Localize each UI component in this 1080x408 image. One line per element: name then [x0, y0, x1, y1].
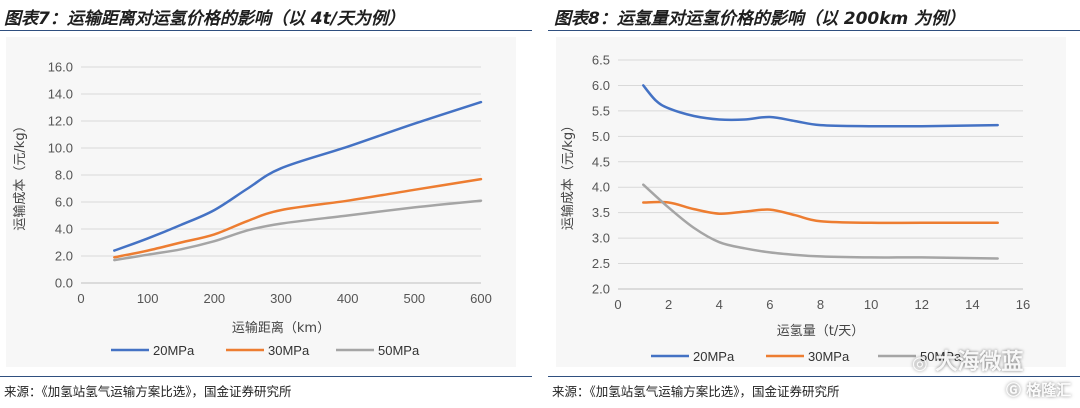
- x-tick-label: 200: [203, 291, 225, 306]
- right-title-rule: [548, 30, 1080, 31]
- right-chart-area: 2.0 2.5 3.0 3.5 4.0 4.5 5.0 5.5 6.0 6.5 0 2 4 6 8 10 12 1…: [556, 37, 1066, 367]
- y-tick-label: 2.5: [592, 256, 610, 271]
- right-source-note: 来源：《加氢站氢气运输方案比选》，国金证券研究所: [552, 384, 840, 399]
- y-tick-label: 5.5: [592, 103, 610, 118]
- y-tick-label: 2.0: [55, 249, 73, 264]
- left-title-rule: [0, 30, 532, 31]
- series-line-30MPa: [642, 200, 999, 225]
- x-tick-label: 10: [864, 297, 878, 312]
- legend-label-20MPa: 20MPa: [693, 349, 735, 364]
- y-tick-label: 8.0: [55, 168, 73, 183]
- left-panel-title: 图表7：运输距离对运氢价格的影响（以 4t/天为例）: [4, 9, 405, 29]
- x-tick-label: 6: [766, 297, 773, 312]
- y-tick-label: 3.0: [592, 231, 610, 246]
- x-tick-label: 100: [137, 291, 159, 306]
- x-tick-label: 600: [470, 291, 492, 306]
- x-tick-label: 14: [965, 297, 979, 312]
- x-tick-label: 0: [77, 291, 84, 306]
- legend-label-50MPa: 50MPa: [920, 349, 962, 364]
- legend-label-20MPa: 20MPa: [153, 343, 195, 358]
- y-tick-label: 10.0: [48, 141, 73, 156]
- x-tick-label: 12: [915, 297, 929, 312]
- y-tick-label: 4.5: [592, 154, 610, 169]
- legend-label-30MPa: 30MPa: [808, 349, 850, 364]
- y-tick-label: 6.0: [55, 195, 73, 210]
- y-tick-label: 16.0: [48, 60, 73, 75]
- x-axis-title: 运氢量（t/天）: [777, 324, 864, 339]
- x-tick-label: 4: [716, 297, 723, 312]
- x-tick-label: 300: [270, 291, 292, 306]
- y-tick-label: 2.0: [592, 282, 610, 297]
- legend-label-50MPa: 50MPa: [378, 343, 420, 358]
- series-line-30MPa: [113, 177, 483, 259]
- wechat-icon: ◎: [912, 353, 928, 374]
- x-tick-label: 2: [665, 297, 672, 312]
- y-tick-label: 12.0: [48, 114, 73, 129]
- right-line-chart: 2.0 2.5 3.0 3.5 4.0 4.5 5.0 5.5 6.0 6.5 0 2 4 6 8 10 12 1…: [560, 53, 1030, 365]
- watermark-account-name: 大海微蓝: [935, 350, 1024, 375]
- x-tick-label: 400: [337, 291, 359, 306]
- left-source-note: 来源：《加氢站氢气运输方案比选》，国金证券研究所: [4, 384, 292, 399]
- series-line-50MPa: [113, 199, 483, 262]
- watermark-account: ◎ 大海微蓝: [912, 344, 1023, 376]
- legend-label-30MPa: 30MPa: [268, 343, 310, 358]
- y-tick-label: 14.0: [48, 87, 73, 102]
- x-tick-label: 16: [1016, 297, 1030, 312]
- x-tick-label: 8: [817, 297, 824, 312]
- watermark-brand: Ⓖ 格隆汇: [1006, 379, 1071, 400]
- series-line-20MPa: [642, 84, 999, 128]
- y-tick-label: 4.0: [55, 222, 73, 237]
- left-line-chart: 0.0 2.0 4.0 6.0 8.0 10.0 12.0 14.0 16.0 0 100 200 30…: [12, 60, 492, 359]
- y-tick-label: 4.0: [592, 180, 610, 195]
- y-tick-label: 6.0: [592, 78, 610, 93]
- left-source-rule: [0, 376, 532, 377]
- right-source-rule: [548, 376, 1080, 377]
- brand-logo-icon: Ⓖ: [1006, 381, 1022, 399]
- x-tick-label: 0: [614, 297, 621, 312]
- x-tick-label: 500: [403, 291, 425, 306]
- left-chart-area: 0.0 2.0 4.0 6.0 8.0 10.0 12.0 14.0 16.0 0 100 200 30…: [6, 37, 516, 367]
- y-tick-label: 5.0: [592, 129, 610, 144]
- y-axis-title: 运输成本（元/kg）: [560, 119, 576, 230]
- series-line-50MPa: [642, 183, 999, 260]
- y-tick-label: 3.5: [592, 205, 610, 220]
- series-line-20MPa: [113, 100, 483, 252]
- right-panel-title: 图表8：运氢量对运氢价格的影响（以 200km 为例）: [554, 9, 966, 29]
- y-tick-label: 0.0: [55, 276, 73, 291]
- y-axis-title: 运输成本（元/kg）: [12, 119, 28, 230]
- x-axis-title: 运输距离（km）: [232, 320, 330, 336]
- watermark-brand-name: 格隆汇: [1026, 381, 1072, 399]
- y-tick-label: 6.5: [592, 53, 610, 68]
